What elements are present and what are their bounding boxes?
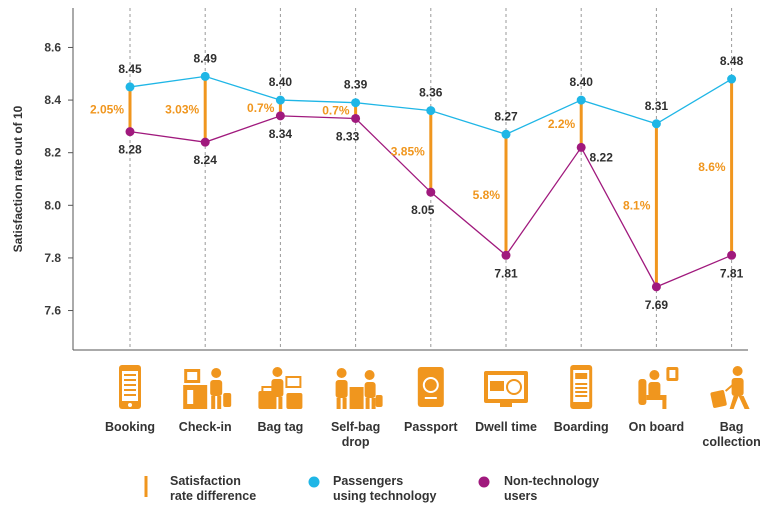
tech-data-point [651, 119, 661, 129]
nontech-data-point [125, 127, 135, 137]
nontech-value-label: 7.81 [494, 266, 518, 280]
nontech-value-label: 8.24 [194, 153, 218, 167]
tech-value-label: 8.49 [194, 51, 218, 65]
category-label: collection [702, 435, 760, 449]
phone-booking-icon [119, 365, 141, 409]
category-label: drop [342, 435, 370, 449]
nontech-data-point [200, 137, 210, 147]
legend-nontech-label: Non-technology [504, 474, 599, 488]
difference-label: 2.05% [90, 102, 124, 116]
category-label: Passport [404, 420, 458, 434]
y-tick-label: 8.2 [44, 146, 61, 160]
boarding-pass-icon [570, 365, 593, 409]
on-board-seat-icon [638, 367, 679, 409]
tech-value-label: 8.40 [570, 75, 594, 89]
tech-data-point [275, 95, 285, 105]
tech-data-point [501, 129, 511, 139]
difference-label: 2.2% [548, 117, 576, 131]
category-label: On board [629, 420, 685, 434]
nontech-data-point [351, 113, 361, 123]
difference-label: 3.03% [165, 102, 199, 116]
self-bag-drop-icon [335, 368, 383, 409]
tech-data-point [200, 71, 210, 81]
nontech-value-label: 7.69 [645, 298, 669, 312]
tech-data-point [426, 106, 436, 116]
y-tick-label: 8.4 [44, 93, 61, 107]
legend-tech-marker [308, 476, 320, 488]
difference-label: 0.7% [322, 104, 350, 118]
category-label: Bag tag [257, 420, 303, 434]
nontech-value-label: 8.22 [590, 150, 614, 164]
nontech-data-point [651, 282, 661, 292]
category-label: Check-in [179, 420, 232, 434]
tech-value-label: 8.48 [720, 54, 744, 68]
nontech-data-point [576, 142, 586, 152]
legend-difference-label: rate difference [170, 489, 256, 503]
category-label: Boarding [554, 420, 609, 434]
y-tick-label: 8.6 [44, 40, 61, 54]
tech-value-label: 8.45 [118, 62, 142, 76]
nontech-data-point [275, 111, 285, 121]
tech-value-label: 8.39 [344, 78, 368, 92]
difference-label: 0.7% [247, 101, 275, 115]
category-label: Dwell time [475, 420, 537, 434]
nontech-data-point [727, 250, 737, 260]
nontech-data-point [501, 250, 511, 260]
y-axis-label: Satisfaction rate out of 10 [11, 105, 25, 252]
difference-label: 8.1% [623, 198, 651, 212]
legend-difference-label: Satisfaction [170, 474, 241, 488]
legend-nontech-marker [478, 476, 490, 488]
difference-label: 8.6% [698, 160, 726, 174]
legend-nontech-label: users [504, 489, 537, 503]
nontech-value-label: 8.33 [336, 129, 360, 143]
y-tick-label: 7.6 [44, 304, 61, 318]
bag-tag-icon [258, 367, 303, 409]
category-label: Bag [720, 420, 744, 434]
bag-collection-icon [710, 366, 750, 409]
tech-data-point [576, 95, 586, 105]
nontech-value-label: 8.28 [118, 143, 142, 157]
tech-value-label: 8.36 [419, 86, 443, 100]
difference-label: 3.85% [391, 144, 425, 158]
legend-tech-label: using technology [333, 489, 437, 503]
category-label: Booking [105, 420, 155, 434]
tech-data-point [727, 74, 737, 84]
check-in-desk-icon [183, 368, 232, 409]
legend-tech-label: Passengers [333, 474, 403, 488]
tech-data-point [351, 98, 361, 108]
nontech-value-label: 7.81 [720, 266, 744, 280]
tech-data-point [125, 82, 135, 92]
category-label: Self-bag [331, 420, 380, 434]
y-tick-label: 7.8 [44, 251, 61, 265]
tech-value-label: 8.40 [269, 75, 293, 89]
passport-icon [417, 367, 444, 407]
nontech-value-label: 8.34 [269, 127, 293, 141]
nontech-value-label: 8.05 [411, 203, 435, 217]
tech-value-label: 8.27 [494, 109, 518, 123]
nontech-data-point [426, 187, 436, 197]
dwell-time-screen-icon [484, 371, 528, 407]
tech-value-label: 8.31 [645, 99, 669, 113]
difference-label: 5.8% [473, 188, 501, 202]
y-tick-label: 8.0 [44, 198, 61, 212]
